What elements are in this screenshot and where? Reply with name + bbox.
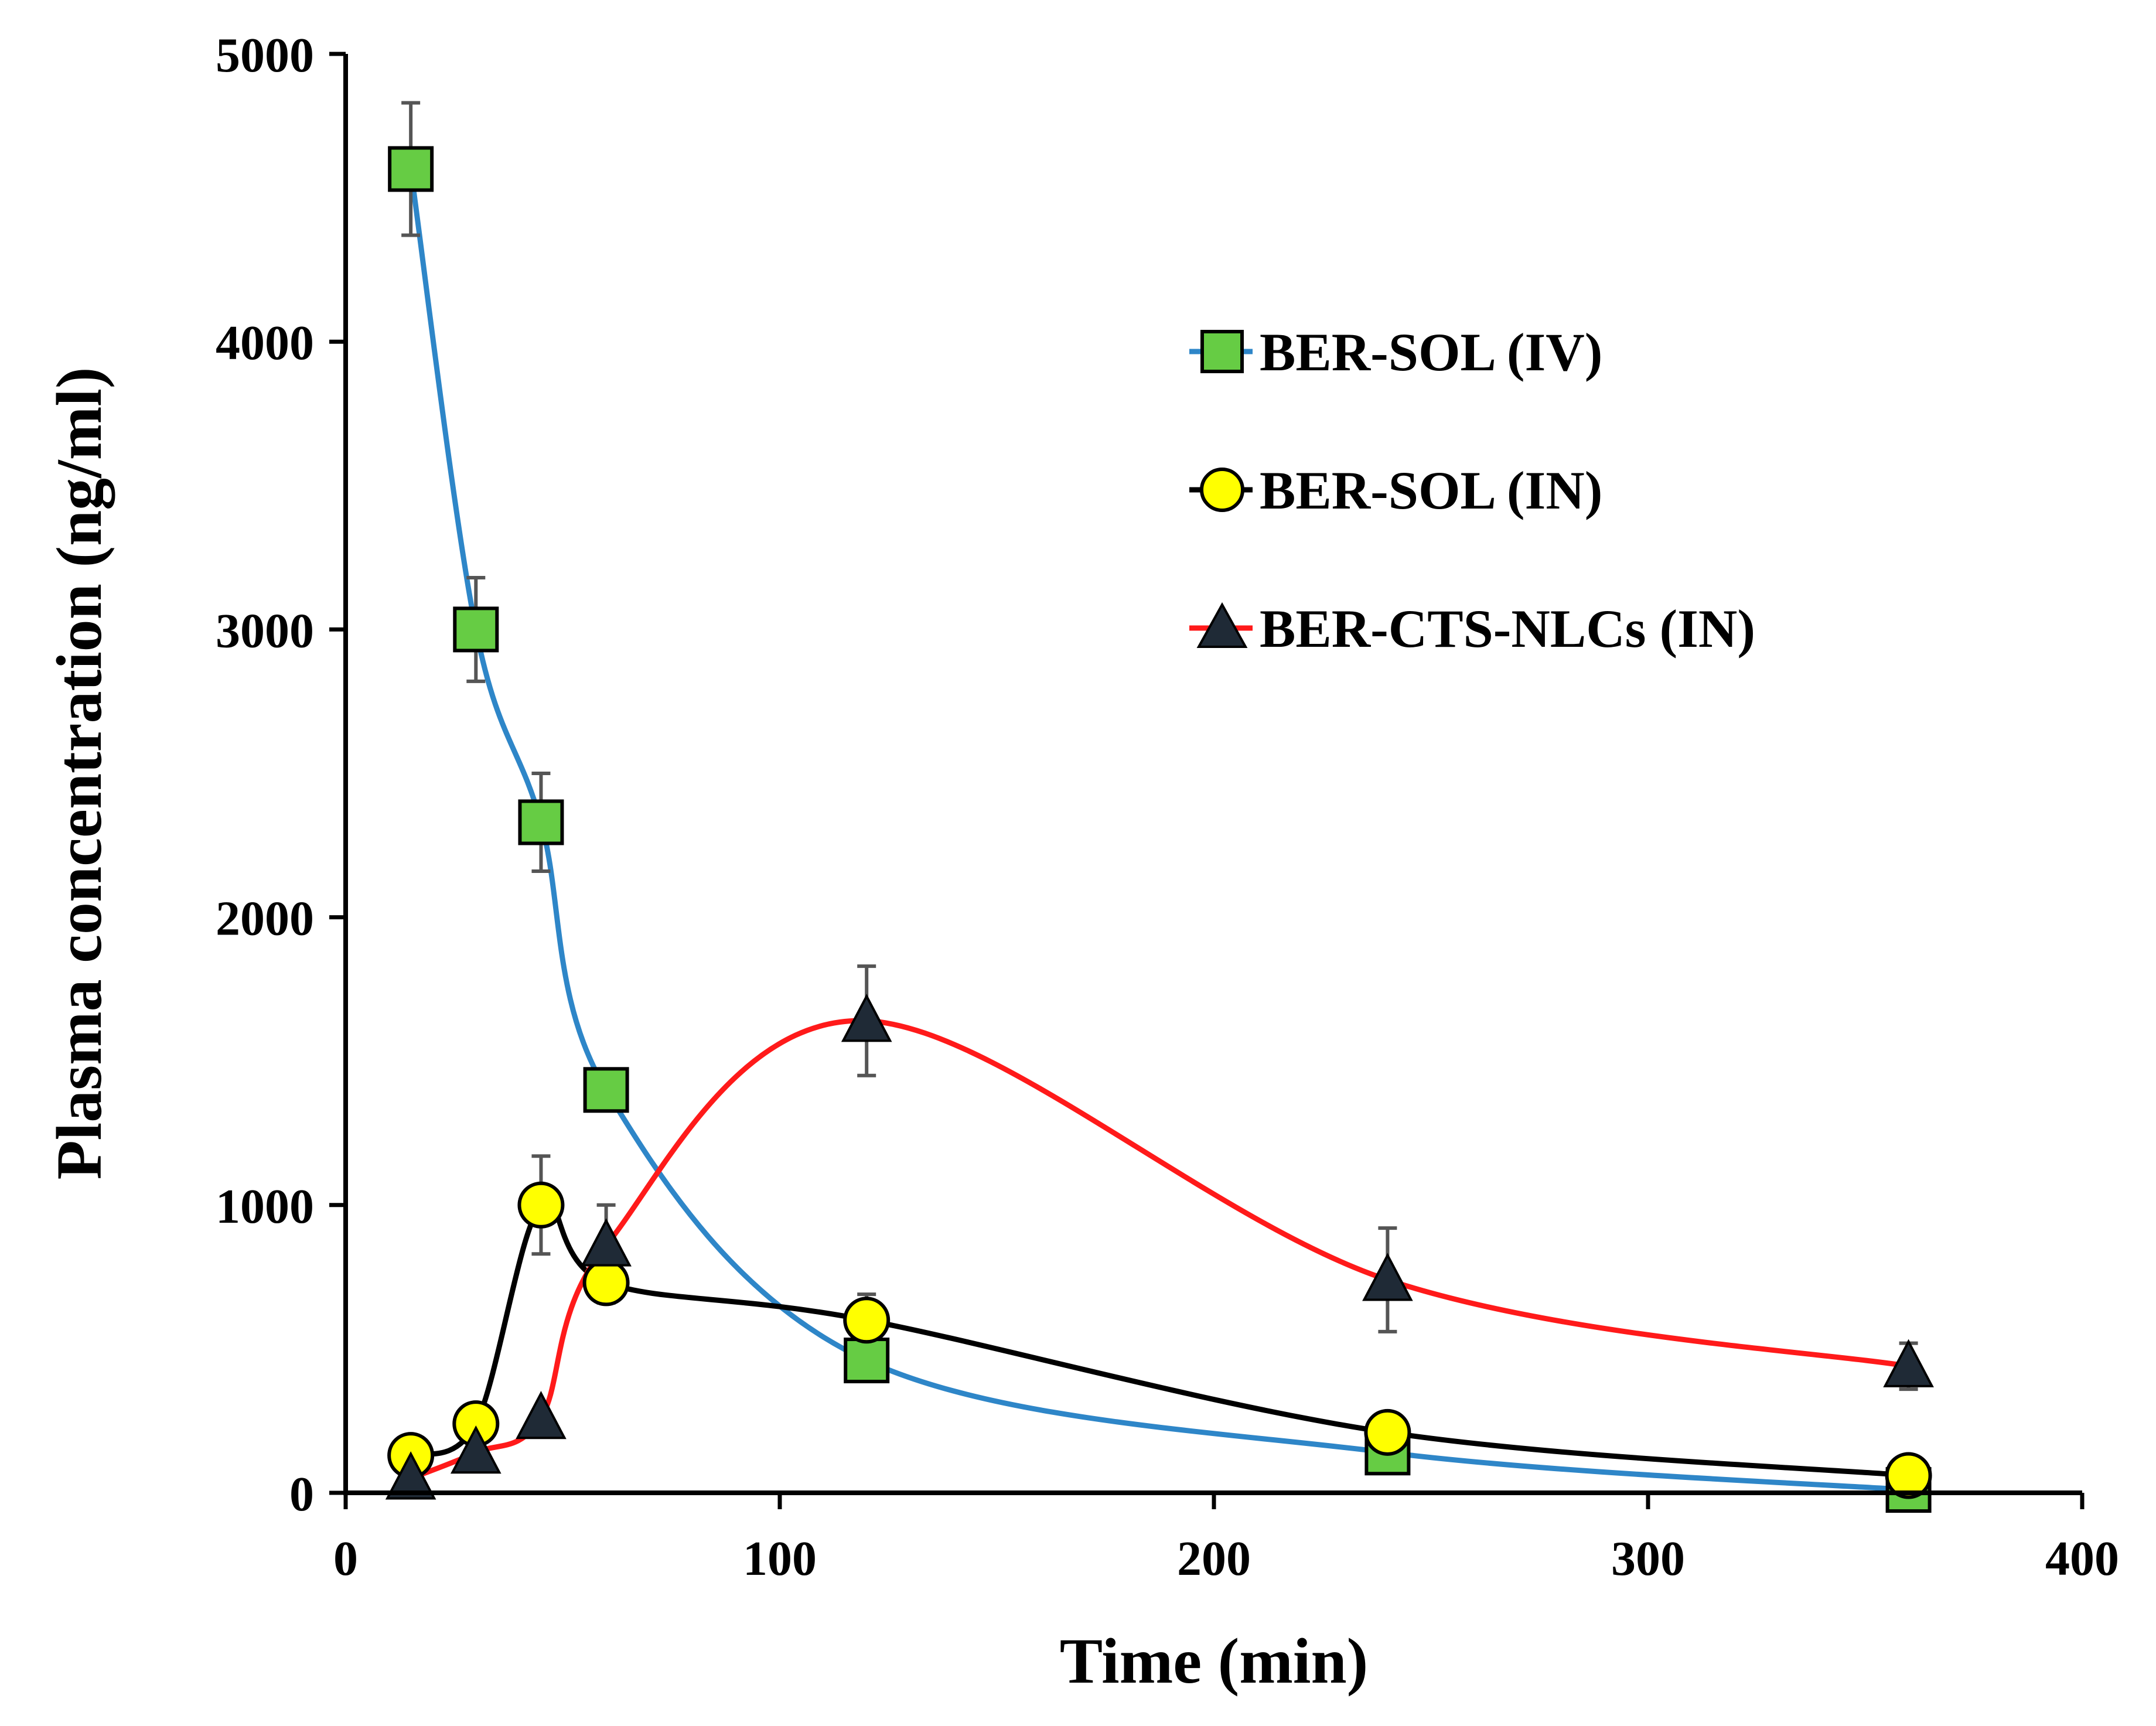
legend: BER-SOL (IV) BER-SOL (IN) BER-CTS-NLCs (…: [1189, 322, 1755, 659]
y-tick-label: 0: [289, 1467, 314, 1522]
x-tick-label: 300: [1611, 1531, 1685, 1586]
data-point-ber-sol-in: [517, 1181, 565, 1229]
x-tick-label: 0: [333, 1531, 358, 1586]
x-axis-title: Time (min): [1060, 1625, 1369, 1697]
data-point-ber-cts-nlcs-in: [1883, 1339, 1934, 1387]
data-point-ber-sol-in: [582, 1259, 630, 1307]
data-point-ber-sol-iv: [453, 606, 499, 653]
x-tick-label: 100: [743, 1531, 817, 1586]
data-markers: [385, 146, 1934, 1513]
legend-item-ber-sol-in: BER-SOL (IN): [1189, 461, 1602, 520]
series-curves: [408, 168, 1909, 1493]
data-point-ber-cts-nlcs-in: [450, 1425, 502, 1474]
series-line-ber-sol-in: [410, 1198, 1909, 1478]
data-point-ber-cts-nlcs-in: [841, 994, 892, 1042]
x-tick-label: 200: [1177, 1531, 1251, 1586]
series-line-ber-cts-nlcs-in: [410, 1018, 1909, 1481]
data-point-ber-sol-in: [1364, 1408, 1411, 1456]
error-bars: [401, 101, 1918, 1391]
legend-label-ber-sol-in: BER-SOL (IN): [1260, 461, 1602, 520]
legend-marker-circle: [1200, 468, 1244, 512]
legend-marker-square: [1200, 330, 1244, 373]
data-point-ber-cts-nlcs-in: [1362, 1253, 1413, 1301]
y-tick-label: 4000: [216, 316, 314, 370]
data-point-ber-sol-iv: [388, 146, 434, 192]
legend-label-ber-sol-iv: BER-SOL (IV): [1260, 322, 1602, 382]
y-tick-label: 3000: [216, 603, 314, 658]
data-point-ber-cts-nlcs-in: [385, 1451, 436, 1500]
y-axis-title: Plasma concentration (ng/ml): [43, 367, 115, 1179]
data-point-ber-sol-in: [843, 1297, 891, 1344]
legend-item-ber-sol-iv: BER-SOL (IV): [1189, 322, 1602, 382]
legend-label-ber-cts-nlcs-in: BER-CTS-NLCs (IN): [1260, 599, 1755, 659]
data-point-ber-cts-nlcs-in: [516, 1390, 567, 1440]
legend-item-ber-cts-nlcs-in: BER-CTS-NLCs (IN): [1189, 599, 1755, 659]
x-tick-label: 400: [2045, 1531, 2119, 1586]
y-tick-label: 2000: [216, 892, 314, 946]
y-tick-label: 5000: [216, 28, 314, 83]
data-point-ber-cts-nlcs-in: [581, 1218, 632, 1267]
y-tick-label: 1000: [216, 1179, 314, 1234]
data-point-ber-sol-iv: [844, 1338, 890, 1384]
legend-marker-triangle: [1196, 602, 1248, 648]
data-point-ber-sol-iv: [518, 799, 564, 845]
data-point-ber-sol-iv: [583, 1067, 629, 1113]
data-point-ber-sol-in: [1885, 1452, 1932, 1499]
